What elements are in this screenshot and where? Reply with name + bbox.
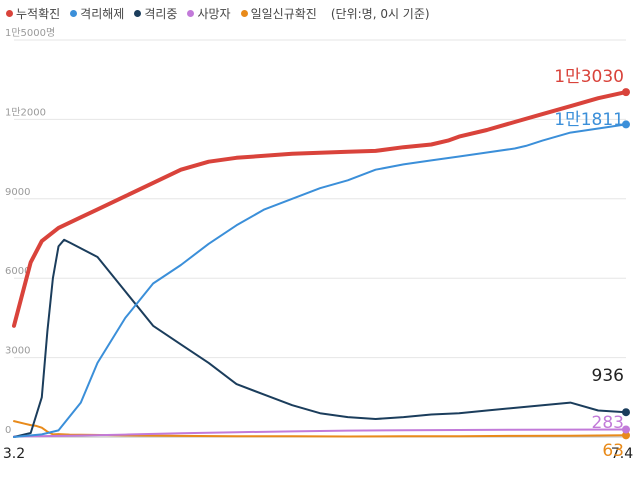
series-end-label-2: 936 (592, 366, 624, 386)
legend-label-cumulative: 누적확진 (16, 6, 61, 21)
legend-swatch-deaths (187, 9, 195, 17)
legend-label-deaths: 사망자 (197, 6, 231, 21)
legend-swatch-daily-new (240, 9, 248, 17)
legend-swatch-isolated (134, 9, 142, 17)
x-tick-label-end: 7.4 (611, 446, 633, 462)
series-line-2 (13, 238, 627, 438)
series-end-point-2 (622, 408, 630, 417)
y-tick-label-4: 1만2000 (5, 106, 46, 118)
y-tick-label-2: 6000 (5, 266, 30, 277)
legend-label-released: 격리해제 (80, 6, 125, 21)
chart-legend: 누적확진 격리해제 격리중 사망자 일일신규확진 (단위:명, 0시 기준) (6, 4, 430, 22)
series-end-label-1: 1만1811 (554, 110, 624, 130)
series-end-point-1 (622, 120, 630, 129)
series-end-label-3: 283 (592, 413, 624, 433)
y-tick-label-1: 3000 (5, 346, 30, 357)
legend-item-released: 격리해제 (70, 5, 124, 22)
series-end-point-4 (622, 431, 630, 440)
legend-item-daily-new: 일일신규확진 (240, 5, 317, 22)
series-end-point-3 (622, 425, 630, 434)
legend-label-isolated: 격리중 (144, 6, 178, 21)
legend-swatch-cumulative (6, 9, 13, 17)
unit-note: (단위:명, 0시 기준) (330, 6, 430, 21)
series-end-point-0 (622, 88, 630, 97)
y-tick-label-3: 9000 (5, 187, 30, 198)
series-line-3 (13, 428, 627, 438)
x-tick-label-start: 3.2 (3, 446, 25, 462)
y-tick-label-5: 1만5000명 (5, 27, 55, 39)
series-line-0 (12, 90, 628, 328)
legend-item-isolated: 격리중 (134, 5, 177, 22)
series-end-label-0: 1만3030 (554, 67, 624, 87)
legend-item-cumulative: 누적확진 (6, 5, 60, 22)
series-line-1 (13, 123, 627, 438)
legend-item-deaths: 사망자 (187, 5, 231, 22)
y-tick-label-0: 0 (5, 425, 11, 436)
series-end-label-4: 63 (602, 441, 624, 461)
legend-label-daily-new: 일일신규확진 (250, 6, 317, 21)
legend-swatch-released (70, 9, 78, 17)
